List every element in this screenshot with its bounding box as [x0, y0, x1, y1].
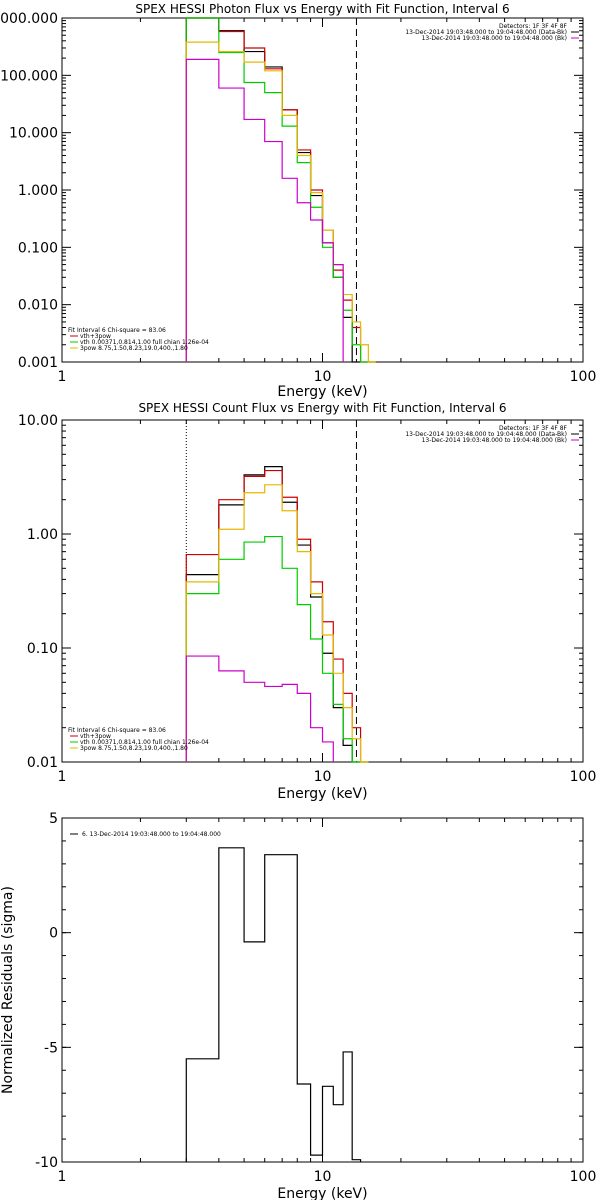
x-axis-label: Energy (keV) [277, 786, 367, 802]
x-tick-label: 10 [314, 1169, 332, 1185]
y-tick-label: 0 [49, 926, 58, 942]
legend-fit-entry: 3pow 8.75,1.50,8.23,19.0,400.,1.80 [80, 345, 188, 352]
x-tick-label: 10 [314, 769, 332, 785]
series-5-step-line [185, 58, 344, 362]
x-axis-label: Energy (keV) [277, 1186, 367, 1200]
series-3-step-line [185, 17, 376, 363]
chart-1: SPEX HESSI Photon Flux vs Energy with Fi… [0, 2, 596, 400]
x-tick-label: 100 [570, 769, 597, 785]
legend-fit-entry: Fit Interval 6 Chi-square = 83.06 [68, 727, 166, 734]
series-1-step-line [185, 847, 362, 1162]
x-tick-label: 100 [570, 369, 597, 385]
chart-3: 1 10 100 -10 -5 0 5 Energy (keV) Normalized Resi… [0, 811, 596, 1200]
y-tick-label: 0.01 [27, 755, 58, 771]
x-axis-label: Energy (keV) [277, 384, 367, 400]
series-3-step-line [185, 535, 369, 763]
series-2-step-line [185, 469, 369, 763]
series-4-step-line [185, 484, 369, 763]
series-1-step-line [185, 466, 361, 763]
series-1-step-line [185, 17, 361, 363]
x-tick-label: 1 [58, 769, 67, 785]
legend-fit-entry: vth 0.00371,0.814,1.00 full chian 1.26e-… [80, 739, 209, 746]
series-4-step-line [185, 41, 376, 363]
y-tick-label: -10 [35, 1155, 58, 1171]
chart-title: SPEX HESSI Photon Flux vs Energy with Fi… [135, 2, 509, 16]
x-tick-label: 1 [58, 1169, 67, 1185]
x-tick-label: 1 [58, 369, 67, 385]
legend-fit-entry: vth 0.00371,0.814,1.00 full chian 1.26e-… [80, 339, 209, 346]
chart-title: SPEX HESSI Count Flux vs Energy with Fit… [138, 401, 506, 415]
chart-2: SPEX HESSI Count Flux vs Energy with Fit… [18, 401, 596, 802]
y-tick-label: -5 [44, 1040, 58, 1056]
legend-fit-entry: vth+3pow [80, 733, 111, 740]
y-tick-label: 1.00 [27, 527, 58, 543]
y-axis-label: Normalized Residuals (sigma) [0, 886, 16, 1094]
legend-fit-entry: 3pow 8.75,1.50,8.23,19.0,400.,1.80 [80, 745, 188, 752]
x-tick-label: 100 [570, 1169, 597, 1185]
legend-top-entry: 13-Dec-2014 19:03:48.000 to 19:04:48.000… [422, 35, 567, 42]
legend-top-entry: 13-Dec-2014 19:03:48.000 to 19:04:48.000… [422, 437, 567, 444]
y-tick-label: 0.100 [18, 240, 58, 256]
y-tick-label: 10.00 [18, 413, 58, 429]
legend-top-entry: Detectors: 1F 3F 4F 8F [499, 23, 568, 30]
legend-fit-entry: Fit Interval 6 Chi-square = 83.06 [68, 327, 166, 334]
y-tick-label: 100.000 [0, 68, 58, 84]
series-5-step-line [185, 655, 334, 762]
y-tick-label: 10.000 [9, 126, 58, 142]
y-tick-label: 0.001 [18, 355, 58, 371]
legend-top-entry: Detectors: 1F 3F 4F 8F [499, 425, 568, 432]
y-tick-label: 0.010 [18, 298, 58, 314]
legend-fit-entry: vth+3pow [80, 333, 111, 340]
y-tick-label: 5 [49, 811, 58, 827]
legend-top-entry: 13-Dec-2014 19:03:48.000 to 19:04:48.000… [405, 431, 567, 438]
x-tick-label: 10 [314, 369, 332, 385]
y-tick-label: 1.000 [18, 183, 58, 199]
legend-top-entry: 13-Dec-2014 19:03:48.000 to 19:04:48.000… [405, 29, 567, 36]
legend-top-entry: 6. 13-Dec-2014 19:03:48.000 to 19:04:48.… [82, 831, 221, 838]
y-tick-label: 0.10 [27, 641, 58, 657]
